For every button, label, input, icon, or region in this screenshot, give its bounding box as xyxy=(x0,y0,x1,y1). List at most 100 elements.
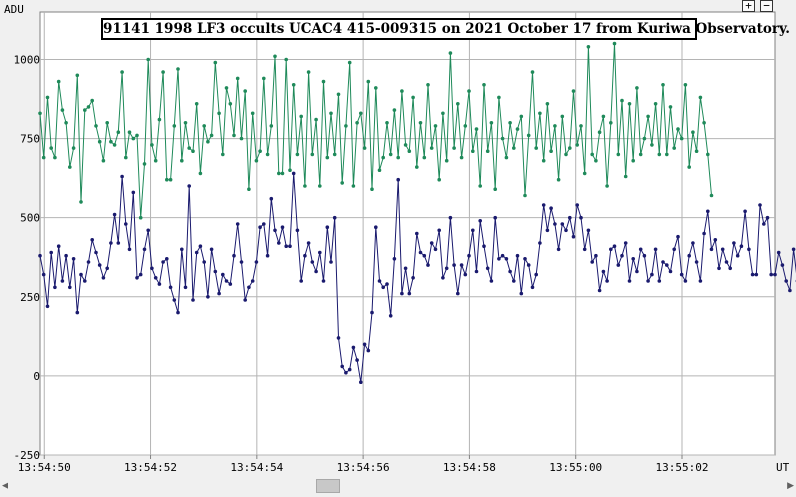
scroll-track[interactable] xyxy=(8,479,788,495)
data-point xyxy=(683,83,688,87)
data-point xyxy=(120,174,124,179)
x-tick-label: 13:55:00 xyxy=(549,461,602,474)
data-point xyxy=(258,149,262,153)
data-point xyxy=(135,276,139,280)
data-point xyxy=(500,136,505,141)
data-point xyxy=(433,124,438,128)
data-point xyxy=(370,310,374,315)
data-point xyxy=(605,184,609,188)
data-point xyxy=(709,193,714,198)
data-point xyxy=(437,228,442,233)
scroll-right-icon[interactable]: ▶ xyxy=(787,481,794,491)
data-point xyxy=(519,114,524,119)
data-point xyxy=(403,143,408,147)
data-point xyxy=(444,158,449,163)
data-point xyxy=(512,146,516,150)
data-point xyxy=(41,272,46,277)
data-point xyxy=(564,152,568,157)
data-point xyxy=(485,266,490,271)
data-point xyxy=(616,152,621,157)
zoom-out-button[interactable]: − xyxy=(760,0,773,12)
y-tick-label: 0 xyxy=(33,370,40,383)
data-point xyxy=(318,184,322,188)
data-point xyxy=(620,98,624,103)
data-point xyxy=(500,253,505,258)
data-point xyxy=(112,143,117,147)
data-point xyxy=(504,257,509,261)
data-point xyxy=(370,187,374,191)
data-point xyxy=(221,152,225,157)
data-point xyxy=(340,181,345,185)
data-point xyxy=(75,310,80,315)
data-point xyxy=(545,228,550,233)
data-point xyxy=(530,285,535,290)
data-point xyxy=(706,209,710,214)
data-point xyxy=(172,298,177,302)
horizontal-scrollbar[interactable]: ◀ ▶ xyxy=(0,477,796,497)
data-point xyxy=(471,149,475,153)
data-point xyxy=(788,288,792,293)
data-point xyxy=(653,102,658,106)
data-point xyxy=(217,111,221,116)
data-point xyxy=(642,253,647,258)
scroll-left-icon[interactable]: ◀ xyxy=(2,481,9,491)
data-point xyxy=(560,222,565,226)
data-point xyxy=(101,276,106,280)
data-point xyxy=(385,121,389,125)
x-tick-labels: 13:54:50 13:54:52 13:54:54 13:54:56 13:54:58… xyxy=(18,461,709,474)
data-point xyxy=(523,257,527,261)
zoom-in-button[interactable]: + xyxy=(742,0,755,12)
data-point xyxy=(735,253,740,258)
data-point xyxy=(329,111,333,116)
data-point xyxy=(623,174,628,179)
data-point xyxy=(183,121,188,125)
data-point xyxy=(191,149,195,153)
data-point xyxy=(623,241,628,245)
data-point xyxy=(571,89,576,93)
data-point xyxy=(138,215,143,220)
data-point xyxy=(75,73,80,78)
data-point xyxy=(586,45,591,49)
data-point xyxy=(594,158,598,163)
data-point xyxy=(612,244,617,248)
data-point xyxy=(586,228,591,233)
data-point xyxy=(157,282,162,286)
data-point xyxy=(650,272,654,277)
data-point xyxy=(392,257,397,261)
data-point xyxy=(187,146,191,150)
data-point xyxy=(49,146,53,150)
data-point xyxy=(194,102,199,106)
data-point xyxy=(277,241,281,245)
data-point xyxy=(209,133,214,138)
data-point xyxy=(273,54,277,59)
data-point xyxy=(463,124,468,128)
data-point xyxy=(422,155,427,160)
data-point xyxy=(403,266,408,271)
data-point xyxy=(60,279,65,283)
data-point xyxy=(332,215,337,220)
data-point xyxy=(769,272,773,277)
data-point xyxy=(336,92,341,97)
data-point xyxy=(676,127,680,131)
data-point xyxy=(515,127,520,131)
data-point xyxy=(732,241,736,245)
data-point xyxy=(635,86,639,90)
y-tick-label: 750 xyxy=(20,133,40,146)
data-point xyxy=(456,102,460,106)
data-point xyxy=(676,234,680,239)
data-point xyxy=(743,209,747,214)
data-point xyxy=(415,231,419,236)
data-point xyxy=(131,190,136,195)
data-point xyxy=(758,203,762,207)
data-point xyxy=(306,70,311,74)
data-point xyxy=(582,247,587,252)
data-point xyxy=(627,279,632,283)
data-point xyxy=(519,291,524,296)
data-point xyxy=(97,139,102,144)
data-point xyxy=(90,238,94,242)
data-point xyxy=(590,260,594,264)
data-point xyxy=(232,133,236,138)
scroll-thumb[interactable] xyxy=(316,479,340,493)
data-point xyxy=(429,241,434,245)
data-point xyxy=(702,231,706,236)
